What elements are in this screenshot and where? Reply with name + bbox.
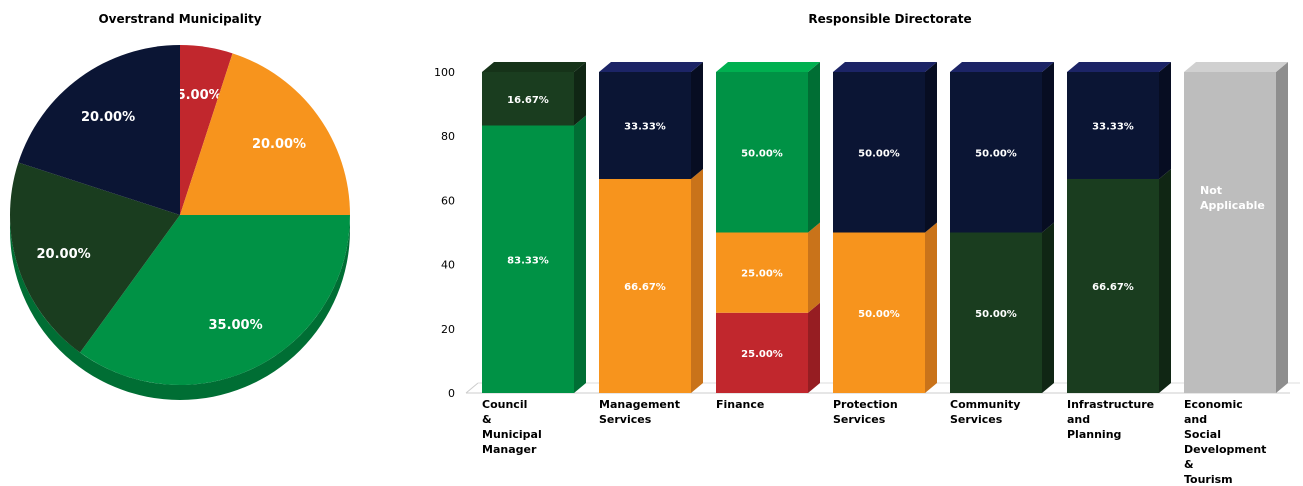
x-category-label: Services xyxy=(599,413,652,426)
bar-top-cap xyxy=(833,62,937,72)
bar-segment xyxy=(599,72,691,179)
pie-slice-label: 20.00% xyxy=(252,137,306,152)
pie-slice-label: 5.00% xyxy=(177,88,222,103)
bar-segment xyxy=(716,72,808,233)
bar-top-cap xyxy=(1067,62,1171,72)
bar-segment xyxy=(716,232,808,313)
pie-slice xyxy=(80,215,350,386)
bar-top-cap xyxy=(599,62,703,72)
x-category-label: Economic xyxy=(1184,398,1243,411)
bar-chart-title: Responsible Directorate xyxy=(808,12,972,26)
x-category-label: Council xyxy=(482,398,527,411)
pie-slice-label: 20.00% xyxy=(81,110,135,125)
y-tick-label: 100 xyxy=(434,66,455,79)
bar-segment-side xyxy=(925,222,937,393)
x-category-label: Development xyxy=(1184,443,1266,456)
bar-segment xyxy=(950,72,1042,233)
bar-segment xyxy=(599,178,691,393)
bar-segment-label: 50.00% xyxy=(858,148,900,159)
pie-chart: 5.00% 20.00% 35.00% 20.00% 20.00% xyxy=(9,45,350,400)
axis-depth-line xyxy=(465,382,479,394)
bar-segment xyxy=(950,232,1042,393)
y-tick-label: 40 xyxy=(441,259,455,272)
bar-top-cap xyxy=(1184,62,1288,72)
bar-segment-side xyxy=(1042,62,1054,233)
x-category-label: Manager xyxy=(482,443,537,456)
bar-segment-label: 25.00% xyxy=(741,349,783,360)
bar-segment-side xyxy=(808,62,820,233)
bar-segment-side xyxy=(691,62,703,179)
bar-segment-label: 50.00% xyxy=(975,148,1017,159)
bar-segment-side xyxy=(691,168,703,393)
x-category-label: Management xyxy=(599,398,680,411)
x-category-label: Social xyxy=(1184,428,1221,441)
bar-segment xyxy=(482,125,574,394)
bar-segment-label: 16.67% xyxy=(507,95,549,106)
bar-segment-label: 66.67% xyxy=(624,282,666,293)
bar-top-cap xyxy=(482,62,586,72)
y-tick-label: 20 xyxy=(441,323,455,336)
x-category-label: & xyxy=(482,413,492,426)
bar-segment-side xyxy=(1276,62,1288,393)
bar-segment-label: 50.00% xyxy=(975,309,1017,320)
bar-segment-label: 66.67% xyxy=(1092,282,1134,293)
bar-segment xyxy=(1067,72,1159,179)
bar-segment-side xyxy=(808,222,820,313)
y-tick-label: 0 xyxy=(448,387,455,400)
pie-slice-label: 20.00% xyxy=(37,247,91,262)
bar-segment xyxy=(716,312,808,393)
bar-segment-side xyxy=(1042,222,1054,393)
pie-slice xyxy=(180,53,350,216)
pie-slice xyxy=(180,45,233,215)
bar-segment xyxy=(1067,178,1159,393)
x-category-label: Infrastructure xyxy=(1067,398,1154,411)
x-category-label: Community xyxy=(950,398,1020,411)
bar-segment-label: 83.33% xyxy=(507,255,549,266)
bar-segment-label: 50.00% xyxy=(858,309,900,320)
bar-segment-side xyxy=(574,115,586,394)
pie-chart-title: Overstrand Municipality xyxy=(98,12,262,26)
bar-segment xyxy=(1184,72,1276,393)
bar-segment-side xyxy=(574,62,586,126)
pie-slice-label: 35.00% xyxy=(208,318,262,333)
x-category-label: Services xyxy=(950,413,1003,426)
x-category-label: & xyxy=(1184,458,1194,471)
bar-segment xyxy=(482,72,574,126)
bar-segment-label: 33.33% xyxy=(1092,121,1134,132)
x-category-label: Planning xyxy=(1067,428,1121,441)
bar-segment-side xyxy=(1159,62,1171,179)
x-category-label: and xyxy=(1067,413,1090,426)
bar-segment-label: 50.00% xyxy=(741,148,783,159)
bar-segment xyxy=(833,72,925,233)
bar-segment xyxy=(833,232,925,393)
x-category-label: Tourism xyxy=(1184,473,1233,486)
x-category-label: Municipal xyxy=(482,428,542,441)
bar-segment-side xyxy=(1159,168,1171,393)
x-category-label: Protection xyxy=(833,398,898,411)
bar-segment-side xyxy=(808,302,820,393)
bar-segment-label: Not xyxy=(1200,184,1222,197)
bar-top-cap xyxy=(950,62,1054,72)
bar-segment-side xyxy=(925,62,937,233)
bar-segment-label: 33.33% xyxy=(624,121,666,132)
y-tick-label: 80 xyxy=(441,130,455,143)
x-category-label: Services xyxy=(833,413,886,426)
pie-slice xyxy=(18,45,181,215)
x-category-label: and xyxy=(1184,413,1207,426)
bar-segment-label: 25.00% xyxy=(741,269,783,280)
bar-top-cap xyxy=(716,62,820,72)
bar-segment-label: Applicable xyxy=(1200,199,1265,212)
pie-slice xyxy=(9,162,180,353)
y-tick-label: 60 xyxy=(441,194,455,207)
x-category-label: Finance xyxy=(716,398,764,411)
